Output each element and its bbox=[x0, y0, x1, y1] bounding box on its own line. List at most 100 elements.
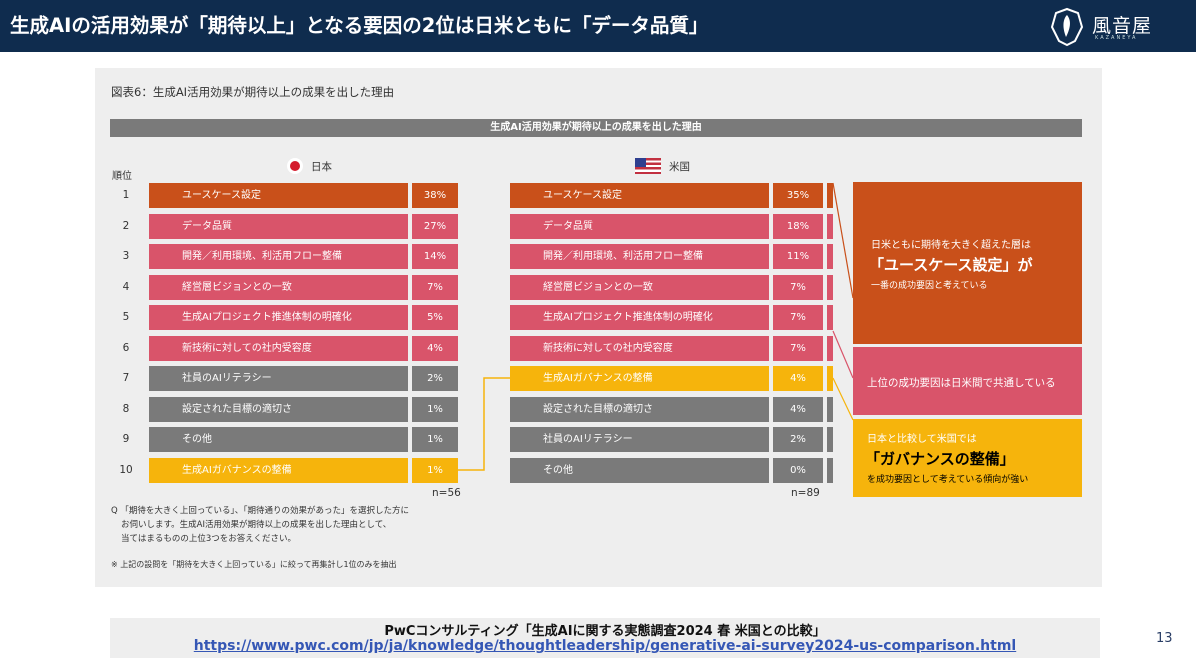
us-bar-value: 7% bbox=[773, 305, 823, 330]
survey-question-line3: 当てはまるものの上位3つをお答えください。 bbox=[121, 534, 296, 544]
japan-bar-label: 新技術に対しての社内受容度 bbox=[149, 335, 408, 361]
callout-governance-line3: を成功要因として考えている傾向が強い bbox=[867, 475, 1029, 485]
chart-panel: 図表6：生成AI活用効果が期待以上の成果を出した理由 生成AI活用効果が期待以上… bbox=[95, 68, 1102, 587]
governance-link-line bbox=[458, 377, 510, 471]
us-bar-value: 7% bbox=[773, 335, 823, 361]
callout-governance: 日本と比較して米国では 「ガバナンスの整備」 を成功要因として考えている傾向が強… bbox=[853, 419, 1082, 497]
logo-subtext: KAZANEYA bbox=[1095, 35, 1138, 41]
common-callout-line bbox=[832, 330, 854, 379]
source-title: PwCコンサルティング「生成AIに関する実態調査2024 春 米国との比較」 bbox=[384, 624, 826, 639]
survey-question: Q 「期待を大きく上回っている」、「期待通りの効果があった」を選択した方に お伺… bbox=[111, 504, 409, 546]
us-bar-value: 35% bbox=[773, 183, 823, 208]
japan-bar-value: 1% bbox=[412, 427, 458, 452]
callout-usecase: 日米ともに期待を大きく超えた層は 「ユースケース設定」が 一番の成功要因と考えて… bbox=[853, 182, 1082, 344]
us-bar-value: 11% bbox=[773, 244, 823, 269]
japan-sample-size: n=56 bbox=[432, 487, 461, 499]
us-bar-marker bbox=[827, 305, 833, 330]
japan-legend: 日本 bbox=[287, 158, 332, 174]
japan-label: 日本 bbox=[311, 160, 332, 173]
japan-bar-value: 14% bbox=[412, 244, 458, 269]
footnote: ※ 上記の設問を「期待を大きく上回っている」に絞って再集計し1位のみを抽出 bbox=[111, 560, 397, 569]
rank-number: 1 bbox=[122, 189, 130, 201]
japan-bar-label: 社員のAIリテラシー bbox=[149, 366, 408, 391]
slide-title: 生成AIの活用効果が「期待以上」となる要因の2位は日米ともに「データ品質」 bbox=[10, 14, 709, 37]
us-bar-marker bbox=[827, 396, 833, 422]
us-bar-value: 4% bbox=[773, 366, 823, 391]
survey-question-line2: お伺いします。生成AI活用効果が期待以上の成果を出した理由として、 bbox=[121, 520, 392, 530]
us-legend: 米国 bbox=[635, 158, 690, 174]
us-flag-icon bbox=[635, 158, 661, 174]
us-bar-value: 7% bbox=[773, 274, 823, 300]
us-bar-label: 新技術に対しての社内受容度 bbox=[510, 335, 769, 361]
source-box: PwCコンサルティング「生成AIに関する実態調査2024 春 米国との比較」 h… bbox=[110, 618, 1100, 658]
chart-header-bar: 生成AI活用効果が期待以上の成果を出した理由 bbox=[110, 119, 1082, 137]
japan-bar-value: 7% bbox=[412, 274, 458, 300]
us-bar-value: 4% bbox=[773, 396, 823, 422]
us-bar-value: 0% bbox=[773, 457, 823, 483]
figure-title: 図表6：生成AI活用効果が期待以上の成果を出した理由 bbox=[111, 85, 395, 99]
us-sample-size: n=89 bbox=[791, 487, 820, 499]
japan-bar-value: 27% bbox=[412, 213, 458, 239]
rank-number: 8 bbox=[122, 402, 130, 415]
japan-bar-value: 1% bbox=[412, 457, 458, 483]
callout-common-line1: 上位の成功要因は日米間で共通している bbox=[867, 377, 1056, 389]
us-bar-value: 18% bbox=[773, 213, 823, 239]
logo: 風音屋 KAZANEYA bbox=[1048, 4, 1174, 50]
survey-question-line1: Q 「期待を大きく上回っている」、「期待通りの効果があった」を選択した方に bbox=[111, 506, 409, 516]
rank-number: 7 bbox=[122, 372, 130, 384]
us-bar-value: 2% bbox=[773, 427, 823, 452]
japan-flag-icon bbox=[287, 158, 303, 174]
rank-number: 9 bbox=[122, 433, 130, 445]
rank-number: 5 bbox=[122, 311, 130, 323]
us-bar-marker bbox=[827, 457, 833, 483]
callout-common: 上位の成功要因は日米間で共通している bbox=[853, 347, 1082, 415]
japan-bar-value: 1% bbox=[412, 396, 458, 422]
page-number: 13 bbox=[1156, 631, 1173, 646]
us-bar-marker bbox=[827, 244, 833, 269]
us-bar-label: その他 bbox=[510, 457, 769, 483]
connector-lines bbox=[458, 182, 854, 471]
governance-callout-line bbox=[832, 377, 854, 421]
us-bar-label: ユースケース設定 bbox=[510, 183, 769, 208]
callout-governance-line1: 日本と比較して米国では bbox=[867, 434, 977, 445]
logo-mark-icon bbox=[1050, 7, 1084, 47]
callout-governance-line2: 「ガバナンスの整備」 bbox=[865, 450, 1015, 468]
us-label: 米国 bbox=[669, 160, 690, 173]
japan-bar-value: 2% bbox=[412, 366, 458, 391]
us-bar-marker bbox=[827, 274, 833, 300]
japan-bar-label: 生成AIガバナンスの整備 bbox=[149, 457, 408, 483]
us-bar-label: 社員のAIリテラシー bbox=[510, 427, 769, 452]
japan-bar-value: 4% bbox=[412, 335, 458, 361]
japan-bar-label: ユースケース設定 bbox=[149, 183, 408, 208]
title-bar: 生成AIの活用効果が「期待以上」となる要因の2位は日米ともに「データ品質」 風音… bbox=[0, 0, 1196, 52]
japan-bar-value: 5% bbox=[412, 305, 458, 330]
us-bar-marker bbox=[827, 427, 833, 452]
japan-bar-value: 38% bbox=[412, 183, 458, 208]
logo-text: 風音屋 bbox=[1092, 15, 1153, 37]
source-link[interactable]: https://www.pwc.com/jp/ja/knowledge/thou… bbox=[193, 638, 1017, 654]
us-bar-label: 設定された目標の適切さ bbox=[510, 396, 769, 422]
japan-bar-label: 開発／利用環境、利活用フロー整備 bbox=[149, 244, 408, 269]
usecase-callout-line bbox=[832, 182, 854, 299]
rank-number: 4 bbox=[122, 280, 130, 293]
rank-number: 2 bbox=[122, 219, 130, 232]
us-bar-label: データ品質 bbox=[510, 213, 769, 239]
us-bar-marker bbox=[827, 213, 833, 239]
callout-usecase-line1: 日米ともに期待を大きく超えた層は bbox=[871, 240, 1031, 251]
japan-bar-label: 設定された目標の適切さ bbox=[149, 396, 408, 422]
us-bar-label: 生成AIガバナンスの整備 bbox=[510, 366, 769, 391]
us-bar-marker bbox=[827, 366, 833, 391]
callout-usecase-line3: 一番の成功要因と考えている bbox=[871, 281, 988, 291]
japan-bar-label: データ品質 bbox=[149, 213, 408, 239]
us-bar-label: 生成AIプロジェクト推進体制の明確化 bbox=[510, 305, 769, 330]
japan-bar-label: その他 bbox=[149, 427, 408, 452]
japan-bar-label: 経営層ビジョンとの一致 bbox=[149, 274, 408, 300]
rank-number: 6 bbox=[122, 341, 130, 354]
us-bar-label: 開発／利用環境、利活用フロー整備 bbox=[510, 244, 769, 269]
callout-usecase-line2: 「ユースケース設定」が bbox=[869, 256, 1033, 274]
us-bar-marker bbox=[827, 183, 833, 208]
us-bar-marker bbox=[827, 335, 833, 361]
rank-column-header: 順位 bbox=[112, 171, 132, 182]
rank-number: 10 bbox=[119, 463, 133, 476]
japan-bar-label: 生成AIプロジェクト推進体制の明確化 bbox=[149, 305, 408, 330]
